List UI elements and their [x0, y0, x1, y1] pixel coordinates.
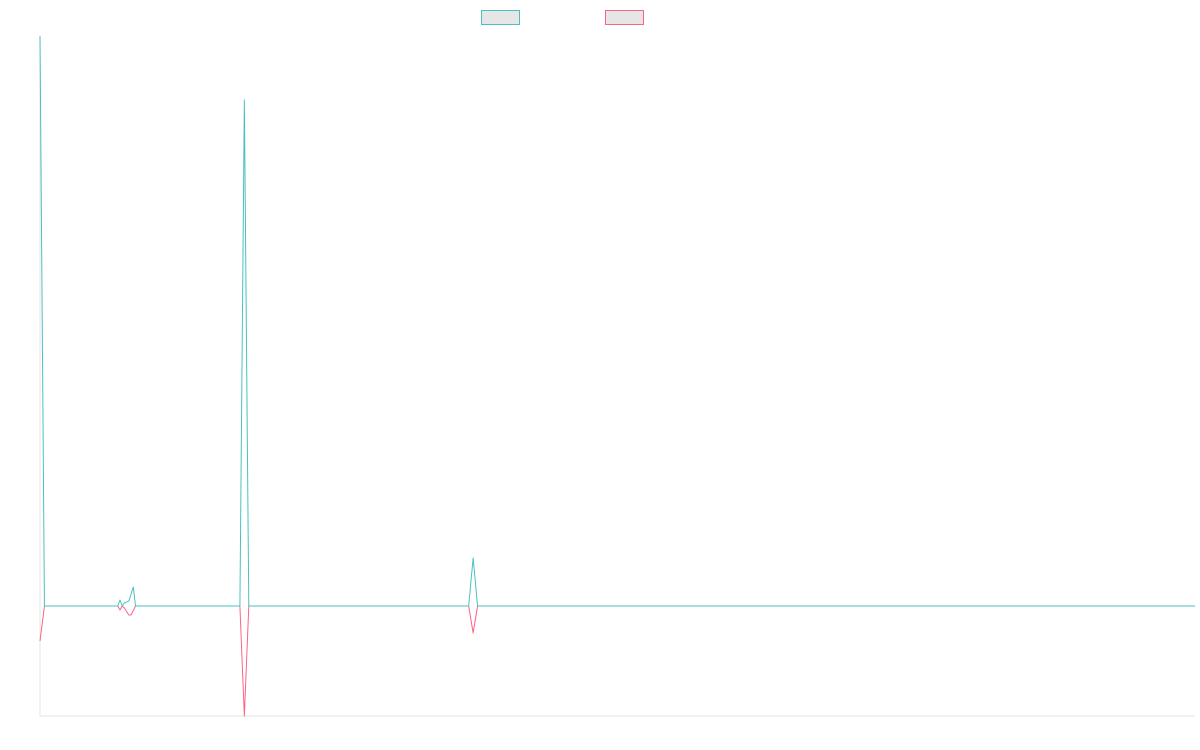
legend-swatch-series-2 — [605, 9, 644, 25]
chart-legend — [0, 8, 1200, 28]
legend-item-series-2[interactable] — [605, 8, 650, 26]
legend-item-series-1[interactable] — [481, 8, 526, 26]
legend-swatch-series-1 — [481, 9, 520, 25]
series-line-2 — [39, 605, 1195, 717]
chart-series-layer — [39, 35, 1195, 717]
series-line-1 — [39, 35, 1195, 607]
chart-axes — [39, 36, 1195, 717]
